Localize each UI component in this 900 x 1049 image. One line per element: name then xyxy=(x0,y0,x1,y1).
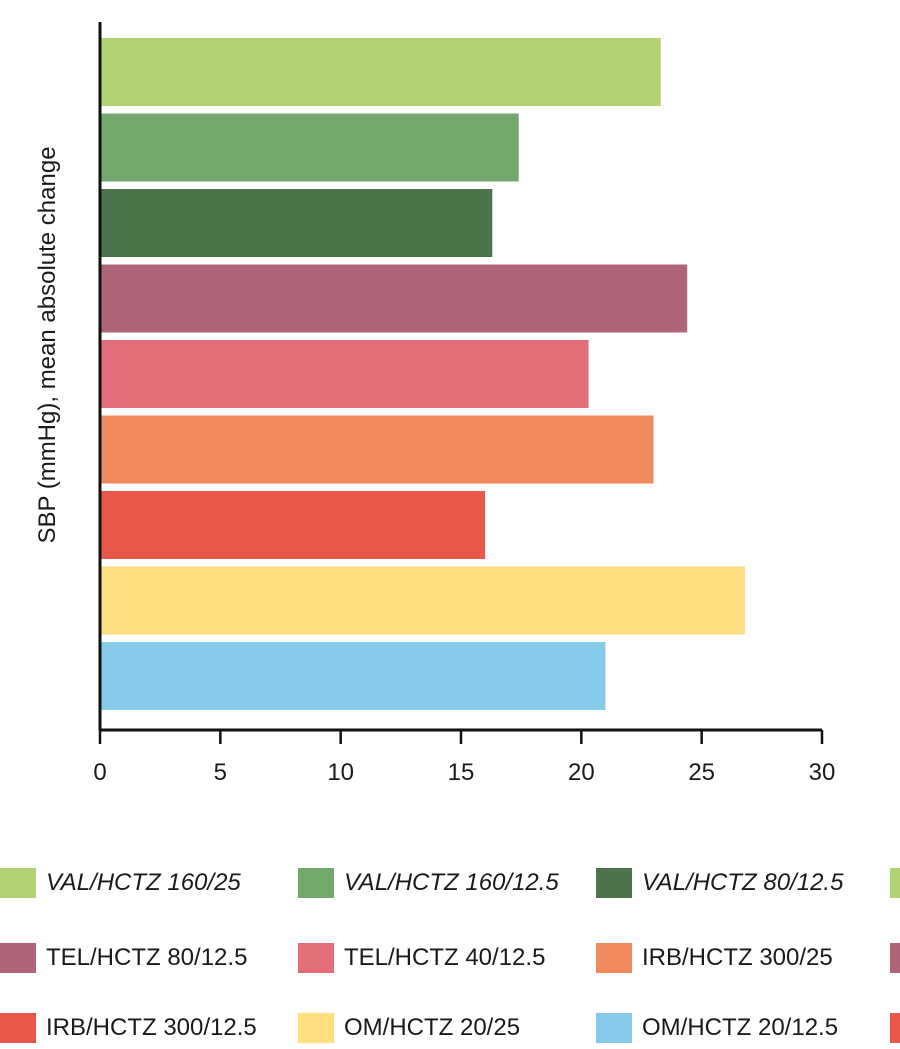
legend-item: TEL/HCTZ 80/12.5 xyxy=(0,940,247,976)
y-axis-label: SBP (mmHg), mean absolute change xyxy=(34,146,61,544)
legend-label: OM/HCTZ 20/25 xyxy=(344,1014,521,1041)
x-tick-label-3: 15 xyxy=(448,759,475,786)
bar-4 xyxy=(100,264,688,333)
legend-label: VAL/HCTZ 80/12.5 xyxy=(642,869,844,896)
bar-6 xyxy=(100,415,654,484)
legend-label: OM/HCTZ 20/12.5 xyxy=(642,1014,839,1041)
legend-swatch-clipped xyxy=(890,943,900,973)
legend-item: VAL/HCTZ 160/25 xyxy=(0,865,241,901)
legend-swatch xyxy=(298,1013,334,1043)
legend: VAL/HCTZ 160/25 VAL/HCTZ 160/12.5 VAL/HCTZ… xyxy=(0,860,900,1049)
legend-item: IRB/HCTZ 300/25 xyxy=(596,940,833,976)
x-tick-label-6: 30 xyxy=(809,759,836,786)
bar-8 xyxy=(100,566,745,635)
bar-3 xyxy=(100,189,493,257)
legend-swatch xyxy=(298,868,334,898)
legend-label: IRB/HCTZ 300/25 xyxy=(642,944,833,971)
legend-swatch xyxy=(0,943,36,973)
bar-1 xyxy=(100,38,661,106)
legend-swatch xyxy=(596,868,632,898)
legend-swatch-clipped xyxy=(890,1013,900,1043)
bars-group xyxy=(100,38,745,710)
legend-label: VAL/HCTZ 160/25 xyxy=(46,869,241,896)
legend-item: VAL/HCTZ 160/12.5 xyxy=(298,865,559,901)
x-tick-label-2: 10 xyxy=(327,759,354,786)
x-tick-label-0: 0 xyxy=(93,759,106,786)
x-tick-label-1: 5 xyxy=(214,759,227,786)
x-tick-label-5: 25 xyxy=(688,759,715,786)
legend-swatch xyxy=(596,1013,632,1043)
legend-item: VAL/HCTZ 80/12.5 xyxy=(596,865,843,901)
legend-item: TEL/HCTZ 40/12.5 xyxy=(298,940,545,976)
legend-item: OM/HCTZ 20/25 xyxy=(298,1010,520,1046)
legend-swatch xyxy=(596,943,632,973)
legend-label: IRB/HCTZ 300/12.5 xyxy=(46,1014,257,1041)
bar-7 xyxy=(100,491,486,559)
bar-9 xyxy=(100,642,606,710)
bar-5 xyxy=(100,340,589,408)
legend-item: OM/HCTZ 20/12.5 xyxy=(596,1010,838,1046)
legend-swatch xyxy=(0,1013,36,1043)
legend-label: VAL/HCTZ 160/12.5 xyxy=(344,869,559,896)
bar-chart: 0 5 10 15 20 25 30 xyxy=(93,22,835,786)
legend-label: TEL/HCTZ 80/12.5 xyxy=(46,944,248,971)
x-tick-label-4: 20 xyxy=(568,759,595,786)
legend-item: IRB/HCTZ 300/12.5 xyxy=(0,1010,257,1046)
legend-swatch-clipped xyxy=(890,868,900,898)
legend-label: TEL/HCTZ 40/12.5 xyxy=(344,944,546,971)
legend-swatch xyxy=(0,868,36,898)
legend-swatch xyxy=(298,943,334,973)
axes-group: 0 5 10 15 20 25 30 xyxy=(93,22,835,786)
bar-2 xyxy=(100,113,519,182)
